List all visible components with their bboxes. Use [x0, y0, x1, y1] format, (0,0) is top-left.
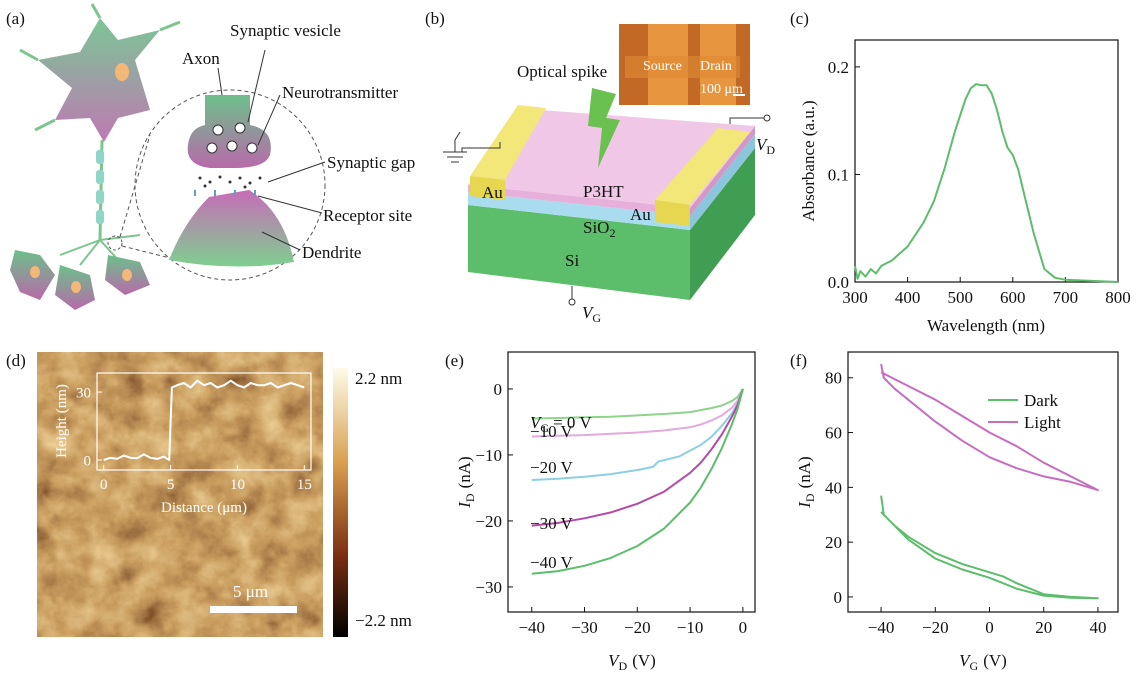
x-tick-label: 15 [297, 477, 312, 493]
x-tick-label: 500 [947, 288, 973, 307]
x-axis-label: VD(V) [608, 651, 656, 673]
terminal-sub: D [766, 143, 775, 157]
y-axis-label: Absorbance (a.u.) [799, 100, 818, 221]
x-tick-label: 40 [1089, 618, 1106, 637]
photo-scale: 100 μm [700, 82, 743, 97]
x-axis-label: Wavelength (nm) [927, 316, 1045, 335]
x-axis-label: Distance (μm) [161, 500, 247, 516]
curve-label: −10 V [530, 422, 574, 441]
y-tick-label: 80 [825, 369, 842, 388]
y-axis-label: ID(nA) [795, 456, 817, 508]
electrode-label: Au [630, 205, 651, 224]
layer-label: Si [565, 251, 579, 270]
y-axis-label: Height (nm) [54, 384, 70, 458]
diagram-label: Axon [182, 49, 220, 68]
terminal-label: VG [582, 303, 601, 325]
x-tick-label: 600 [1000, 288, 1026, 307]
x-axis-label: VG(V) [959, 651, 1007, 673]
neuron-diagram: Axon Synaptic vesicle Neurotransmitter S… [10, 4, 415, 310]
panel-label: (e) [445, 351, 464, 370]
afm-image: 5 μm 2.2 nm −2.2 nm [37, 352, 412, 637]
figure: (a) (b) (c) (d) (e) (f) Axon Synaptic ve… [0, 0, 1136, 677]
colorbar-label: 2.2 nm [355, 369, 402, 388]
panel-label: (b) [425, 9, 445, 28]
photo-label: Source [643, 59, 682, 74]
diagram-label: Synaptic vesicle [230, 21, 341, 40]
y-tick-label: 60 [825, 423, 842, 442]
plot-frame [855, 40, 1118, 282]
x-tick-label: −10 [677, 618, 704, 637]
diagram-label: Synaptic gap [327, 153, 415, 172]
x-tick-label: −20 [922, 618, 949, 637]
label-unit: (V) [632, 651, 656, 670]
y-tick-label: 0.1 [828, 165, 849, 184]
x-tick-label: 800 [1105, 288, 1131, 307]
label-unit: (V) [983, 651, 1007, 670]
panel-label: (d) [6, 351, 26, 370]
plot-frame [848, 352, 1118, 612]
curve-label: −40 V [530, 553, 574, 572]
electrode-label: Au [482, 183, 503, 202]
device-diagram: P3HT Au Au SiO2 Si Optical spike Source … [443, 24, 775, 325]
x-tick-label: 0 [739, 618, 748, 637]
diagram-label: Receptor site [323, 206, 412, 225]
y-tick-label: −20 [475, 512, 502, 531]
x-tick-label: −30 [571, 618, 598, 637]
panel-label: (c) [790, 9, 809, 28]
data-line [855, 84, 1118, 282]
label-subscript: D [619, 659, 628, 673]
y-tick-label: −10 [475, 446, 502, 465]
data-line [881, 364, 1098, 490]
y-tick-label: 0 [834, 588, 843, 607]
x-tick-label: 0 [100, 477, 108, 493]
diagram-label: Optical spike [517, 62, 607, 81]
layer-label-sub: 2 [609, 226, 615, 240]
y-tick-label: 40 [825, 478, 842, 497]
panel-label: (a) [6, 9, 25, 28]
x-tick-label: 5 [167, 477, 175, 493]
y-tick-label: 0.0 [828, 273, 849, 292]
x-tick-label: 10 [230, 477, 245, 493]
terminal-sub: G [592, 311, 601, 325]
data-line [881, 496, 1098, 599]
y-axis-label: ID(nA) [455, 456, 477, 508]
terminal-label: VD [756, 135, 775, 157]
x-tick-label: −20 [624, 618, 651, 637]
y-tick-label: 20 [825, 533, 842, 552]
diagram-label: Neurotransmitter [282, 83, 398, 102]
label-subscript: G [970, 659, 979, 673]
x-tick-label: −40 [518, 618, 545, 637]
legend-label: Light [1024, 413, 1061, 432]
curve-label: −30 V [530, 514, 574, 533]
x-tick-label: 700 [1053, 288, 1079, 307]
colorbar-label: −2.2 nm [355, 611, 412, 630]
label-subscript: D [463, 493, 477, 502]
y-tick-label: 0 [84, 453, 92, 469]
y-tick-label: 0.2 [828, 58, 849, 77]
diagram-label: Dendrite [302, 243, 361, 262]
label-unit: (nA) [455, 456, 474, 488]
label-unit: (nA) [795, 456, 814, 488]
scale-bar-label: 5 μm [233, 582, 268, 601]
x-tick-label: 0 [985, 618, 994, 637]
x-tick-label: −40 [868, 618, 895, 637]
y-tick-label: 30 [76, 385, 91, 401]
photo-label: Drain [700, 59, 732, 74]
x-tick-label: 20 [1035, 618, 1052, 637]
x-tick-label: 400 [895, 288, 921, 307]
layer-label: P3HT [583, 182, 624, 201]
label-subscript: D [803, 493, 817, 502]
y-tick-label: −30 [475, 578, 502, 597]
layer-label-base: SiO [583, 218, 609, 237]
legend-label: Dark [1024, 391, 1058, 410]
curve-label: −20 V [530, 458, 574, 477]
panel-label: (f) [790, 351, 807, 370]
y-tick-label: 0 [494, 380, 503, 399]
